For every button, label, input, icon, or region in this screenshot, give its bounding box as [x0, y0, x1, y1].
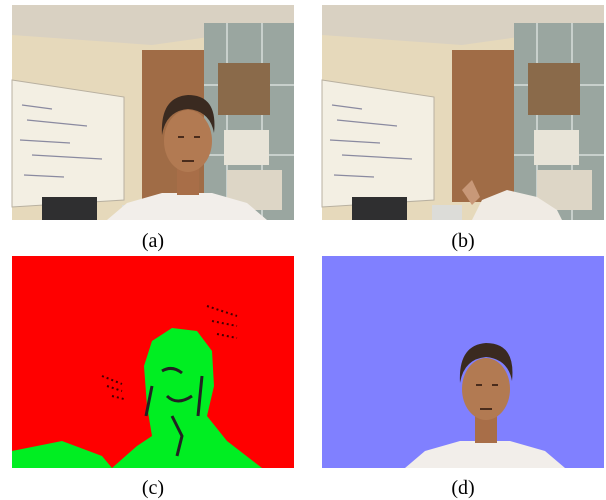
chair-object	[472, 190, 562, 220]
image-c	[12, 256, 294, 468]
mask-noise	[101, 305, 238, 400]
caption: (a)	[142, 230, 164, 252]
foreground-mask	[12, 441, 112, 468]
image-d	[322, 256, 604, 469]
caption: (c)	[142, 477, 164, 499]
mask-noise	[144, 366, 204, 457]
office-scene	[11, 4, 295, 221]
arm	[462, 180, 480, 205]
caption: (b)	[451, 230, 474, 252]
image-b	[321, 4, 605, 221]
image-a	[11, 4, 295, 221]
office-scene	[321, 4, 605, 221]
caption: (d)	[451, 477, 474, 499]
